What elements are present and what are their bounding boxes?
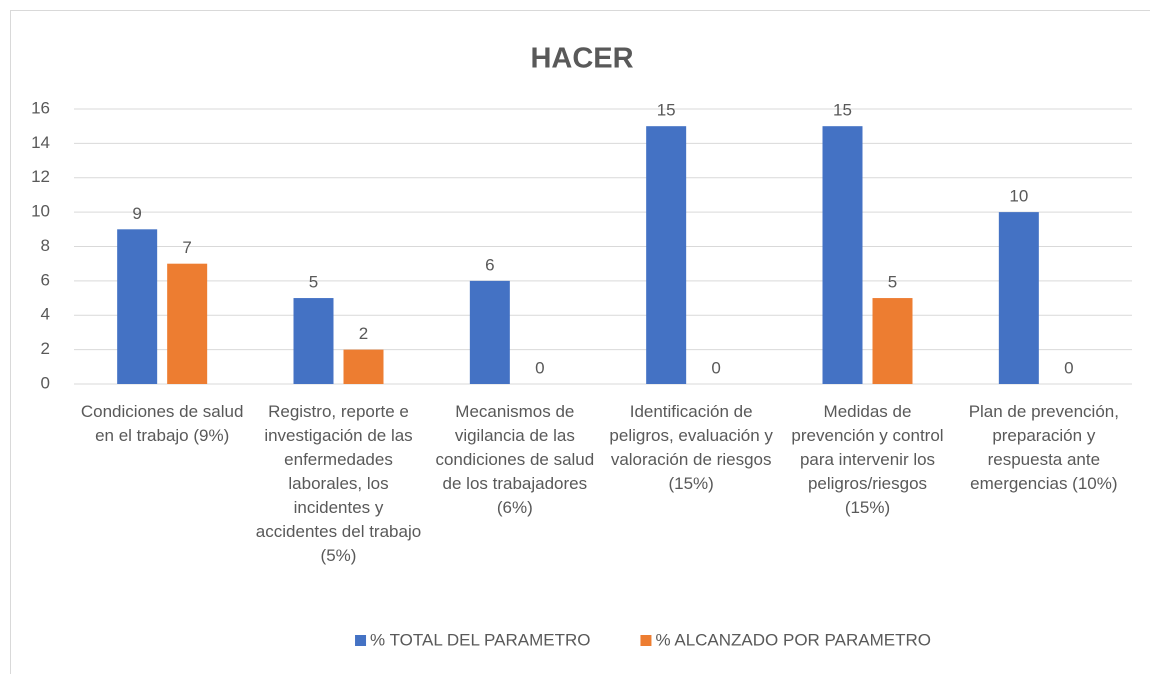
x-tick-label-line: vigilancia de las (455, 426, 575, 445)
data-label: 10 (1009, 187, 1028, 206)
x-tick-label-line: peligros/riesgos (808, 474, 927, 493)
legend-label: % TOTAL DEL PARAMETRO (370, 630, 590, 649)
x-tick-label-line: Condiciones de salud (81, 402, 244, 421)
x-tick-label-line: (6%) (497, 498, 533, 517)
x-tick-label-line: Identificación de (630, 402, 753, 421)
bar (822, 126, 863, 384)
legend-label: % ALCANZADO POR PARAMETRO (655, 630, 931, 649)
y-tick-label: 16 (31, 98, 50, 117)
x-tick-label-line: Medidas de (824, 402, 912, 421)
x-tick-label-line: (5%) (321, 546, 357, 565)
data-label: 5 (888, 273, 897, 292)
bar (117, 229, 158, 384)
y-tick-label: 14 (31, 133, 50, 152)
x-tick-label-line: (15%) (668, 474, 713, 493)
x-tick-label-line: preparación y (992, 426, 1096, 445)
bar (646, 126, 687, 384)
x-tick-label-line: valoración de riesgos (611, 450, 772, 469)
x-tick-label: Condiciones de salud en el trabajo (9%) (81, 402, 244, 445)
y-tick-label: 4 (41, 305, 50, 324)
x-tick-label-line: (15%) (845, 498, 890, 517)
bar (167, 263, 208, 384)
data-label: 9 (132, 204, 141, 223)
x-tick-label-line: prevención y control (791, 426, 943, 445)
y-tick-label: 10 (31, 202, 50, 221)
x-tick-label-line: investigación de las (264, 426, 412, 445)
x-tick-label-line: condiciones de salud (435, 450, 594, 469)
legend-swatch (640, 635, 652, 646)
y-tick-label: 12 (31, 167, 50, 186)
chart-title: HACER (530, 43, 633, 75)
x-tick-label-line: laborales, los (288, 474, 388, 493)
data-label: 5 (309, 273, 318, 292)
x-tick-label-line: Registro, reporte e (268, 402, 409, 421)
legend-swatch (355, 635, 367, 646)
x-tick-label: Identificación de peligros, evaluación y v… (609, 402, 773, 493)
data-label: 2 (359, 324, 368, 343)
data-label: 15 (657, 101, 676, 120)
x-tick-label: Plan de prevención, preparación y respuest… (969, 402, 1119, 493)
x-tick-label-line: respuesta ante (988, 450, 1100, 469)
x-tick-label-line: enfermedades (284, 450, 393, 469)
chart-frame (10, 10, 1150, 674)
x-tick-label-line: accidentes del trabajo (256, 522, 421, 541)
data-label: 0 (535, 358, 544, 377)
x-tick-label: Mecanismos de vigilancia de las condicione… (435, 402, 594, 517)
x-tick-label-line: Plan de prevención, (969, 402, 1119, 421)
bar (343, 349, 384, 384)
y-tick-label: 6 (41, 270, 50, 289)
y-tick-label: 0 (41, 373, 50, 392)
bar (293, 298, 334, 384)
data-label: 0 (711, 358, 720, 377)
data-label: 6 (485, 255, 494, 274)
x-tick-label-line: incidentes y (294, 498, 384, 517)
x-tick-label: Registro, reporte e investigación de las e… (256, 402, 421, 565)
data-label: 15 (833, 101, 852, 120)
x-tick-label: Medidas de prevención y control para inter… (791, 402, 943, 517)
x-tick-label-line: peligros, evaluación y (609, 426, 773, 445)
data-label: 7 (182, 238, 191, 257)
y-tick-label: 8 (41, 236, 50, 255)
y-tick-label: 2 (41, 339, 50, 358)
data-label: 0 (1064, 358, 1073, 377)
x-tick-label-line: de los trabajadores (443, 474, 588, 493)
x-tick-label-line: Mecanismos de (455, 402, 574, 421)
bar (998, 212, 1039, 384)
x-tick-label-line: para intervenir los (800, 450, 935, 469)
x-tick-label-line: en el trabajo (9%) (95, 426, 229, 445)
x-tick-label-line: emergencias (10%) (970, 474, 1117, 493)
bar (469, 280, 510, 384)
bar (872, 298, 913, 384)
